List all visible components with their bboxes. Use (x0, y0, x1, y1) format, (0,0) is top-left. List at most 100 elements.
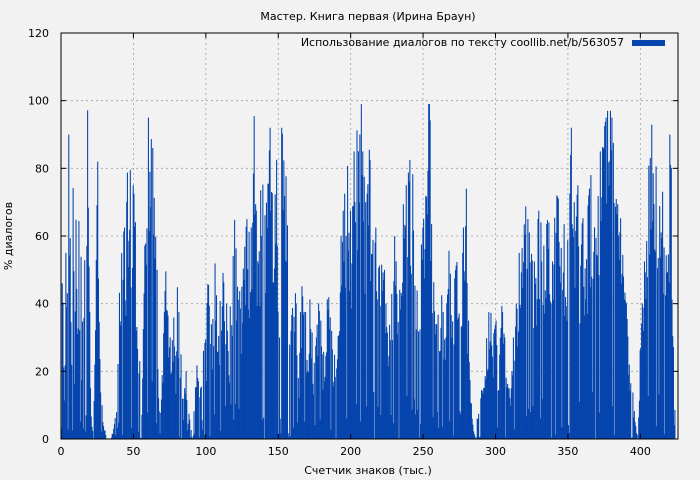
data-bar (249, 317, 251, 439)
data-bar (511, 371, 513, 439)
x-tick-label: 300 (485, 445, 506, 458)
data-bar (399, 309, 401, 439)
data-bar (535, 277, 537, 439)
data-bar (607, 110, 609, 439)
data-bar (74, 311, 76, 439)
data-bar (489, 341, 491, 439)
data-bar (467, 353, 469, 439)
data-bar (168, 357, 170, 439)
data-bar (541, 261, 543, 439)
data-bar (368, 149, 370, 439)
data-bar (134, 222, 136, 439)
data-bar (639, 350, 641, 439)
data-bar (362, 221, 365, 439)
data-bar (383, 269, 386, 439)
data-bar (474, 436, 476, 439)
data-bar (158, 411, 160, 439)
data-bar (323, 381, 325, 439)
data-bar (132, 185, 134, 439)
data-bar (105, 434, 107, 439)
data-bar (368, 225, 370, 439)
data-bar (342, 210, 344, 440)
data-bar (636, 433, 638, 439)
data-bar (500, 327, 502, 439)
data-bar (673, 425, 675, 439)
data-bar (641, 323, 643, 439)
data-bar (87, 207, 89, 439)
data-bar (312, 383, 314, 439)
data-bar (463, 271, 465, 439)
y-tick-label: 40 (35, 298, 49, 311)
data-bar (309, 299, 311, 439)
data-bar (91, 426, 93, 439)
data-bar (336, 368, 338, 439)
data-bar (497, 390, 499, 439)
data-bar (383, 279, 385, 439)
data-bar (493, 333, 495, 439)
data-bar (473, 431, 475, 439)
data-bar (512, 337, 514, 439)
data-bar (126, 201, 128, 439)
data-bar (277, 311, 279, 439)
data-bar (670, 168, 672, 439)
data-bar (597, 196, 599, 439)
data-bar (624, 292, 626, 439)
data-bar (420, 423, 422, 439)
data-bar (350, 308, 352, 439)
data-bar (201, 420, 203, 439)
data-bar (523, 224, 525, 439)
data-bar (281, 133, 283, 439)
data-bar (150, 139, 152, 439)
data-bar (523, 262, 525, 439)
data-bar (145, 243, 147, 439)
data-bar (581, 223, 583, 439)
data-bar (73, 271, 75, 439)
data-bar (65, 252, 67, 439)
data-bar (436, 324, 438, 439)
data-bar (154, 258, 156, 439)
data-bar (570, 127, 572, 439)
data-bar (237, 299, 239, 439)
data-bar (443, 359, 445, 439)
data-bar (357, 151, 359, 439)
data-bar (386, 332, 388, 439)
data-bar (146, 228, 148, 439)
data-bar (162, 383, 164, 439)
x-tick-label: 350 (557, 445, 578, 458)
data-bar (365, 202, 367, 439)
data-bar (655, 166, 657, 440)
x-tick-label: 150 (268, 445, 289, 458)
data-bar (615, 198, 617, 439)
data-bar (359, 134, 361, 439)
data-bar (619, 232, 621, 439)
data-bar (431, 313, 433, 439)
data-bar (307, 371, 309, 439)
data-bar (334, 354, 336, 439)
data-bar (295, 303, 297, 439)
data-bar (285, 176, 287, 439)
data-bar (664, 434, 666, 439)
data-bar (278, 433, 280, 439)
data-bar (476, 418, 478, 439)
data-bar (505, 377, 507, 439)
data-bar (229, 382, 231, 439)
data-bar (603, 147, 605, 439)
data-bar (567, 240, 569, 439)
data-bar (556, 195, 558, 439)
data-bar (525, 416, 527, 439)
data-bar (116, 412, 118, 439)
data-bar (150, 207, 152, 439)
data-bar (116, 427, 118, 439)
data-bar (610, 150, 612, 440)
data-bar (341, 241, 344, 439)
data-bar (207, 284, 209, 439)
data-bar (646, 241, 648, 439)
data-bar (404, 226, 407, 439)
data-bar (530, 412, 532, 439)
data-bar (197, 378, 199, 439)
data-bar (214, 263, 216, 439)
data-bar (672, 347, 674, 439)
data-bar (352, 205, 354, 439)
data-bar (176, 351, 178, 439)
data-bar (209, 436, 211, 439)
